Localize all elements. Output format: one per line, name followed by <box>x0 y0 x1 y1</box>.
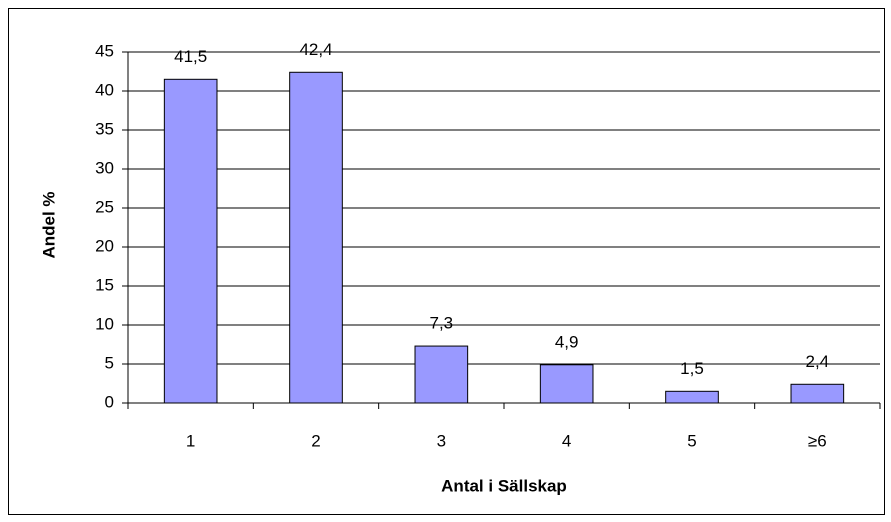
chart-border <box>8 8 885 515</box>
bar <box>790 383 845 404</box>
value-label: 41,5 <box>174 47 207 66</box>
x-tick-label: 2 <box>311 431 320 450</box>
y-axis-label: Andel % <box>39 191 58 258</box>
y-tick-label: 20 <box>95 236 114 255</box>
bar <box>163 78 218 404</box>
x-axis-label: Antal i Sällskap <box>441 476 567 495</box>
value-label: 4,9 <box>555 332 579 351</box>
x-tick-label: 3 <box>437 431 446 450</box>
x-tick-label: 1 <box>186 431 195 450</box>
bar <box>289 71 343 404</box>
y-tick-label: 0 <box>105 392 114 411</box>
value-label: 7,3 <box>430 314 454 333</box>
y-tick-label: 15 <box>95 275 114 294</box>
value-label: 1,5 <box>680 359 704 378</box>
y-tick-label: 35 <box>95 119 114 138</box>
x-tick-label: 4 <box>562 431 571 450</box>
x-tick-label: ≥6 <box>808 431 827 450</box>
y-tick-label: 5 <box>105 353 114 372</box>
y-tick-label: 25 <box>95 197 114 216</box>
x-tick-label: 5 <box>687 431 696 450</box>
bar <box>665 390 719 404</box>
y-tick-label: 40 <box>95 80 114 99</box>
bar <box>539 364 594 404</box>
value-label: 2,4 <box>806 352 830 371</box>
y-tick-label: 45 <box>95 41 114 60</box>
y-tick-label: 10 <box>95 314 114 333</box>
value-label: 42,4 <box>299 40 332 59</box>
y-tick-label: 30 <box>95 158 114 177</box>
bar <box>414 345 469 404</box>
